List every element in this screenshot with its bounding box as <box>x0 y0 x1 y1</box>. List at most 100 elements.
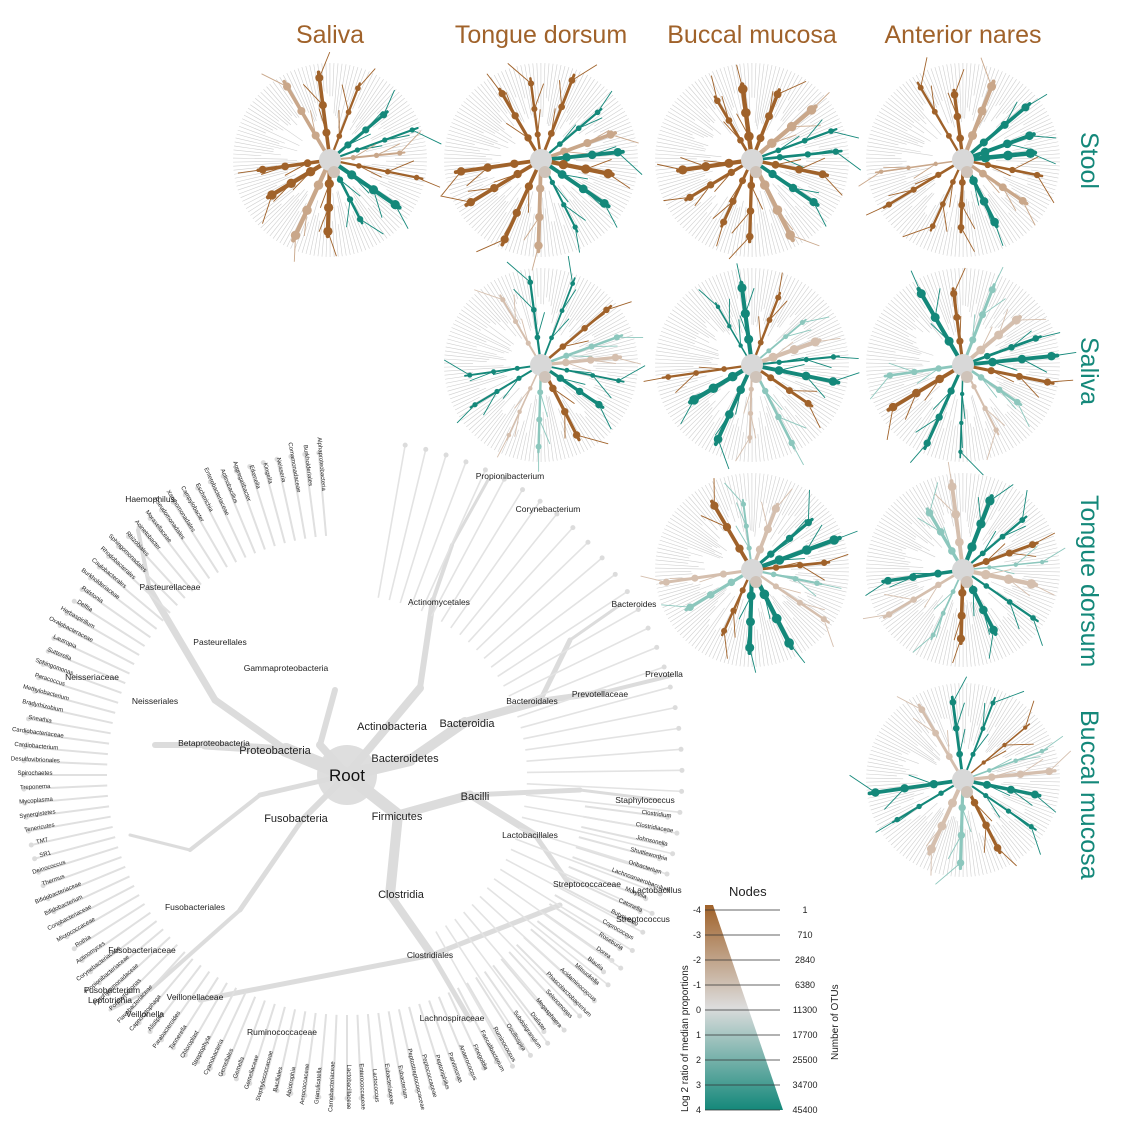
mini-branch <box>961 132 1036 162</box>
mini-leaf <box>657 375 707 388</box>
mini-node <box>527 80 535 87</box>
mini-leaf <box>905 286 939 331</box>
mini-leaf <box>286 73 306 110</box>
mini-leaf <box>547 65 562 126</box>
mini-leaf <box>352 186 394 234</box>
mini-leaf <box>996 380 1051 407</box>
mini-leaf <box>447 176 482 187</box>
mini-subbranch <box>807 403 821 429</box>
taxon-label: Peptoniphilus <box>434 1054 451 1090</box>
mini-node <box>757 339 764 346</box>
major-taxon-label: Pasteurellaceae <box>140 582 201 592</box>
taxon-label: Shuttleworthia <box>629 847 668 863</box>
mini-node <box>500 297 506 303</box>
mini-subbranch <box>875 819 898 833</box>
mini-leaf <box>367 149 427 157</box>
mini-leaf <box>872 798 914 815</box>
mini-branch <box>952 88 965 162</box>
mini-leaf <box>236 171 289 187</box>
mini-leaf <box>1006 572 1060 577</box>
mini-leaf <box>456 111 496 134</box>
mini-leaf <box>260 91 291 121</box>
mini-leaf <box>902 703 937 747</box>
mini-leaf <box>548 190 566 255</box>
tree-leaf-edge <box>356 1014 363 1099</box>
mini-leaf <box>980 599 1014 654</box>
mini-leaf <box>516 191 534 255</box>
tree-edge <box>136 528 152 592</box>
mini-leaf <box>896 89 925 120</box>
mini-tree-sa-an <box>866 266 1077 476</box>
mini-node <box>746 545 752 551</box>
mini-leaf <box>505 207 523 251</box>
mini-leaf <box>723 477 733 505</box>
mini-node <box>344 141 352 149</box>
tree-leaf-node <box>28 702 34 708</box>
mini-leaf <box>461 180 512 216</box>
tree-leaf-edge <box>525 794 681 814</box>
tree-leaf-edge <box>59 624 135 666</box>
mini-subbranch <box>346 199 351 228</box>
tree-edge <box>211 696 290 754</box>
mini-leaf <box>1025 373 1060 380</box>
mini-leaf <box>497 278 521 324</box>
mini-node <box>1043 378 1052 386</box>
mini-leaf <box>1005 153 1060 158</box>
mini-leaf <box>743 473 747 502</box>
mini-node <box>747 181 756 190</box>
taxon-label: Propionibacteriaceae <box>84 954 132 995</box>
mini-leaf <box>923 691 949 747</box>
mini-leaf <box>760 473 765 503</box>
mini-subbranch <box>983 201 993 226</box>
mini-leaf <box>332 193 339 257</box>
mini-leaf <box>477 291 517 337</box>
mini-leaf <box>466 394 506 428</box>
mini-leaf <box>368 167 426 179</box>
mini-node <box>744 334 754 344</box>
mini-leaf <box>451 184 484 198</box>
mini-leaf <box>992 191 1030 231</box>
mini-leaf <box>366 169 424 187</box>
mini-leaf <box>776 276 792 309</box>
mini-subbranch <box>694 184 711 207</box>
mini-node <box>949 698 957 706</box>
mini-subbranch <box>302 84 324 106</box>
taxon-label: Desulfovibrionales <box>11 756 60 764</box>
tree-leaf-edge <box>107 555 171 614</box>
major-taxon-label: Corynebacterium <box>516 504 581 514</box>
mini-subbranch <box>947 730 950 757</box>
mini-leaf <box>996 757 1058 773</box>
mini-node <box>530 306 537 313</box>
mini-branch <box>328 158 424 180</box>
mini-leaf <box>735 64 744 107</box>
mini-node <box>981 569 991 580</box>
mini-leaf <box>878 589 929 619</box>
mini-leaf <box>1010 769 1060 776</box>
tree-leaf-node <box>23 814 29 820</box>
mini-leaf <box>516 270 532 328</box>
mini-subbranch <box>539 188 542 214</box>
mini-leaf <box>789 288 813 318</box>
tree-edge <box>537 689 608 704</box>
mini-node <box>549 335 554 341</box>
tree-leaf-edge <box>486 887 609 986</box>
mini-node <box>727 168 735 177</box>
mini-leaf <box>982 493 1024 545</box>
mini-leaf <box>811 145 848 152</box>
mini-leaf <box>593 181 631 198</box>
mini-subbranch <box>507 63 532 84</box>
mini-node <box>990 700 996 706</box>
mini-leaf <box>775 296 822 342</box>
mini-leaf <box>888 406 913 428</box>
mini-leaf <box>980 689 999 735</box>
mini-subbranch <box>775 159 802 166</box>
mini-leaf <box>655 367 712 372</box>
mini-leaf <box>388 173 425 183</box>
mini-leaf <box>872 180 907 195</box>
mini-leaf <box>899 86 942 136</box>
mini-node <box>982 821 990 830</box>
mini-leaf <box>682 195 717 229</box>
tree-leaf-edge <box>196 987 238 1063</box>
mini-leaf <box>674 388 721 424</box>
mini-leaf <box>487 211 507 242</box>
